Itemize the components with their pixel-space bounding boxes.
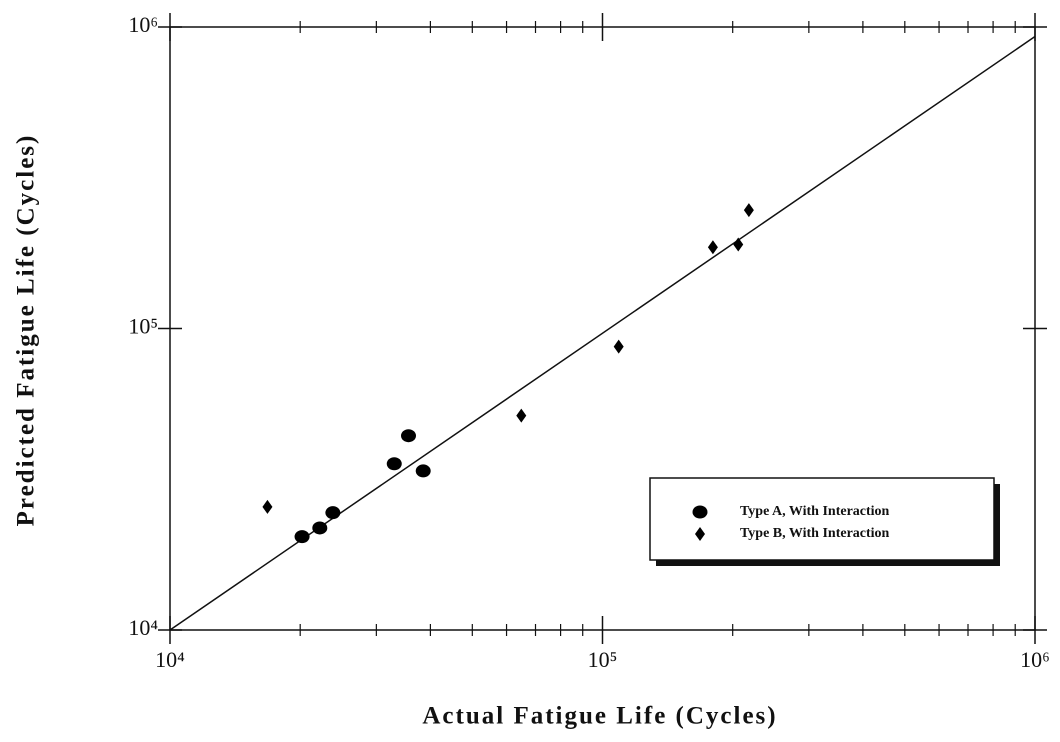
legend-label: Type B, With Interaction: [740, 526, 890, 541]
y-tick-label: 10⁵: [128, 314, 158, 339]
point: [415, 464, 431, 478]
point: [516, 408, 527, 423]
y-axis-label: Predicted Fatigue Life (Cycles): [13, 134, 40, 527]
legend-marker: [695, 527, 705, 541]
legend-label: Type A, With Interaction: [740, 504, 890, 519]
legend-marker: [692, 505, 708, 519]
point: [743, 203, 754, 218]
point: [386, 457, 402, 471]
point: [294, 530, 310, 544]
point: [401, 429, 417, 443]
point: [312, 521, 328, 535]
x-axis-label: Actual Fatigue Life (Cycles): [422, 703, 777, 730]
point: [325, 506, 341, 520]
point: [707, 240, 718, 255]
point: [262, 499, 273, 514]
y-tick-label: 10⁶: [128, 12, 158, 37]
x-tick-label: 10⁶: [1020, 647, 1050, 672]
legend: Type A, With Interaction Type B, With Int…: [649, 477, 1000, 566]
point: [613, 339, 624, 354]
point: [733, 237, 744, 252]
legend-box: [649, 477, 995, 561]
x-tick-label: 10⁵: [588, 647, 618, 672]
y-tick-label: 10⁴: [128, 615, 158, 640]
x-tick-label: 10⁴: [155, 647, 185, 672]
